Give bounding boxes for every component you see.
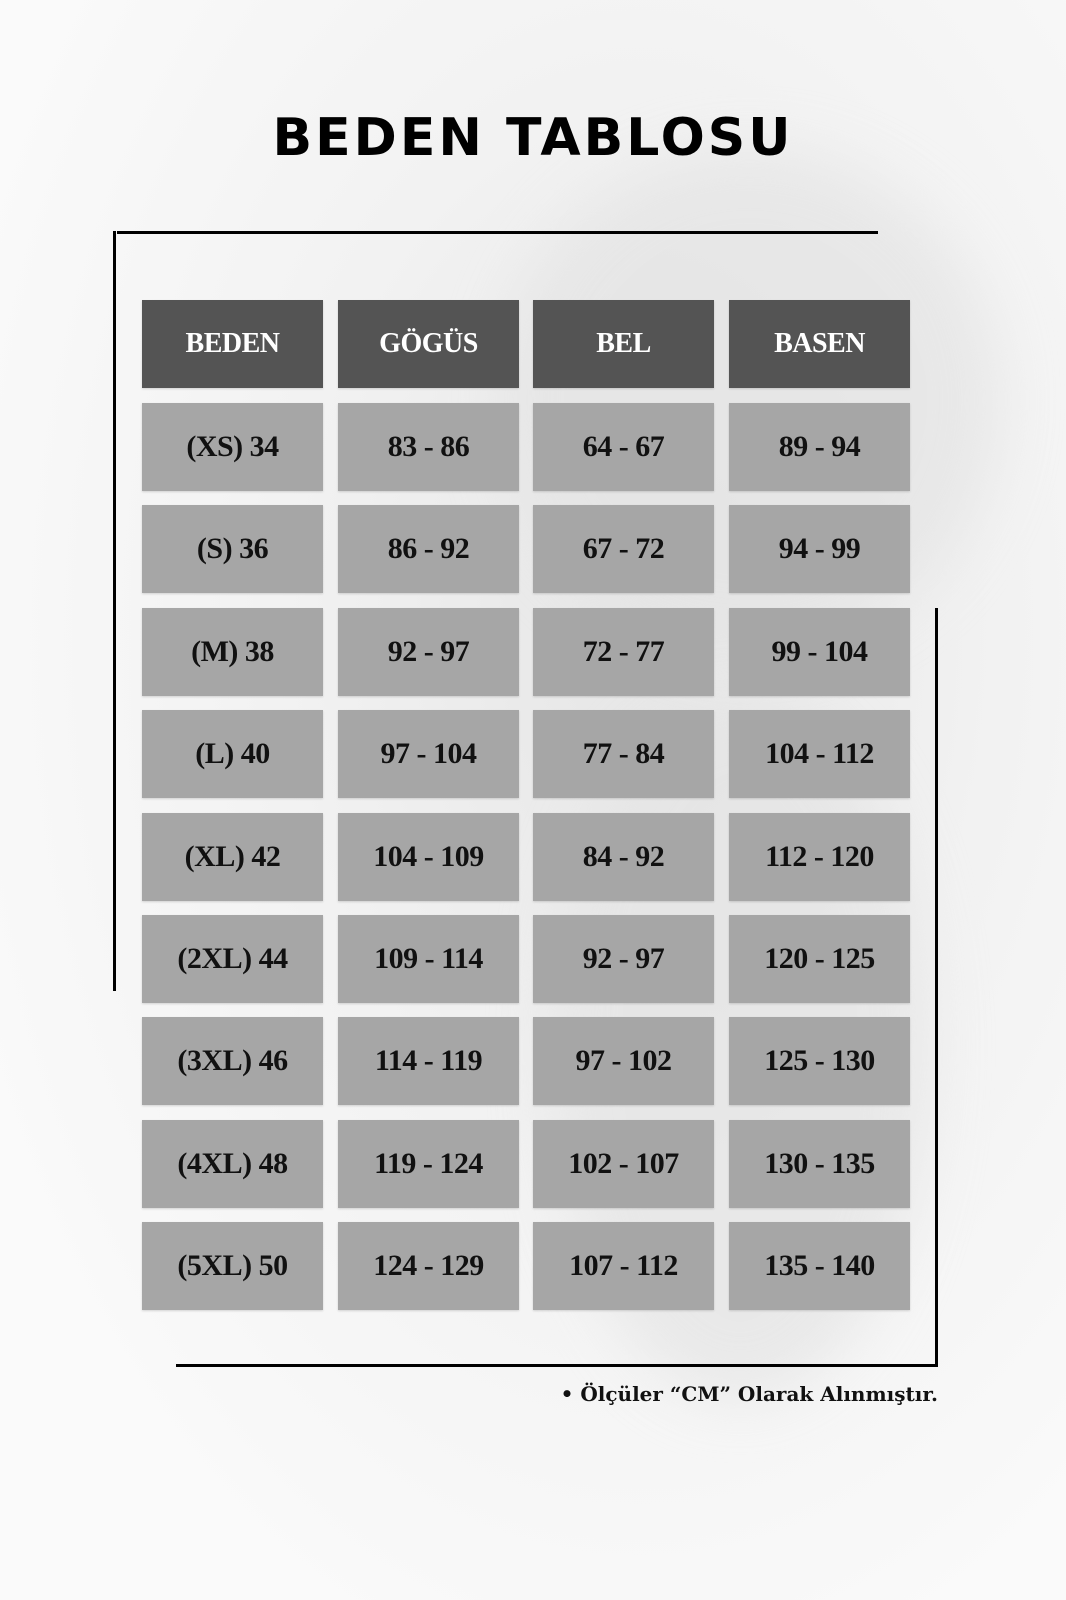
- table-cell: (M) 38: [142, 607, 323, 696]
- table-cell: 89 - 94: [729, 403, 910, 491]
- page-title: BEDEN TABLOSU: [272, 108, 794, 168]
- table-cell: 94 - 99: [729, 505, 910, 594]
- table-cell: 92 - 97: [533, 915, 714, 1003]
- table-cell: (2XL) 44: [142, 915, 323, 1003]
- table-cell: 97 - 102: [533, 1017, 714, 1106]
- table-cell: 97 - 104: [338, 710, 519, 799]
- table-cell: 92 - 97: [338, 607, 519, 696]
- table-cell: (XS) 34: [142, 403, 323, 491]
- table-cell: (4XL) 48: [142, 1119, 323, 1208]
- frame-right-line: [935, 608, 938, 1367]
- table-cell: 107 - 112: [533, 1222, 714, 1311]
- table-cell: 124 - 129: [338, 1222, 519, 1311]
- table-cell: 112 - 120: [729, 812, 910, 901]
- table-cell: (5XL) 50: [142, 1222, 323, 1311]
- frame-bottom-line: [176, 1364, 938, 1367]
- table-cell: 135 - 140: [729, 1222, 910, 1311]
- table-cell: 84 - 92: [533, 812, 714, 901]
- table-cell: 120 - 125: [729, 915, 910, 1003]
- column-header: BEDEN: [142, 300, 323, 388]
- table-cell: 67 - 72: [533, 505, 714, 594]
- table-cell: 130 - 135: [729, 1119, 910, 1208]
- table-cell: 99 - 104: [729, 607, 910, 696]
- column-header: GÖGÜS: [338, 300, 519, 388]
- table-cell: (XL) 42: [142, 812, 323, 901]
- column-header: BEL: [533, 300, 714, 388]
- measurement-note: • Ölçüler “CM” Olarak Alınmıştır.: [560, 1382, 938, 1406]
- frame-left-line: [113, 231, 116, 991]
- table-cell: 102 - 107: [533, 1119, 714, 1208]
- table-cell: 83 - 86: [338, 403, 519, 491]
- table-cell: 86 - 92: [338, 505, 519, 594]
- table-cell: 119 - 124: [338, 1119, 519, 1208]
- column-header: BASEN: [729, 300, 910, 388]
- table-cell: (3XL) 46: [142, 1017, 323, 1106]
- table-cell: 125 - 130: [729, 1017, 910, 1106]
- table-cell: (L) 40: [142, 710, 323, 799]
- table-cell: 104 - 112: [729, 710, 910, 799]
- table-cell: 64 - 67: [533, 403, 714, 491]
- table-cell: 109 - 114: [338, 915, 519, 1003]
- table-cell: 72 - 77: [533, 607, 714, 696]
- table-cell: 114 - 119: [338, 1017, 519, 1106]
- table-cell: (S) 36: [142, 505, 323, 594]
- table-cell: 77 - 84: [533, 710, 714, 799]
- table-cell: 104 - 109: [338, 812, 519, 901]
- frame-top-line: [117, 231, 878, 234]
